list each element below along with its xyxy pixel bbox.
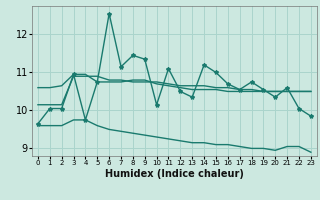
X-axis label: Humidex (Indice chaleur): Humidex (Indice chaleur) [105, 169, 244, 179]
